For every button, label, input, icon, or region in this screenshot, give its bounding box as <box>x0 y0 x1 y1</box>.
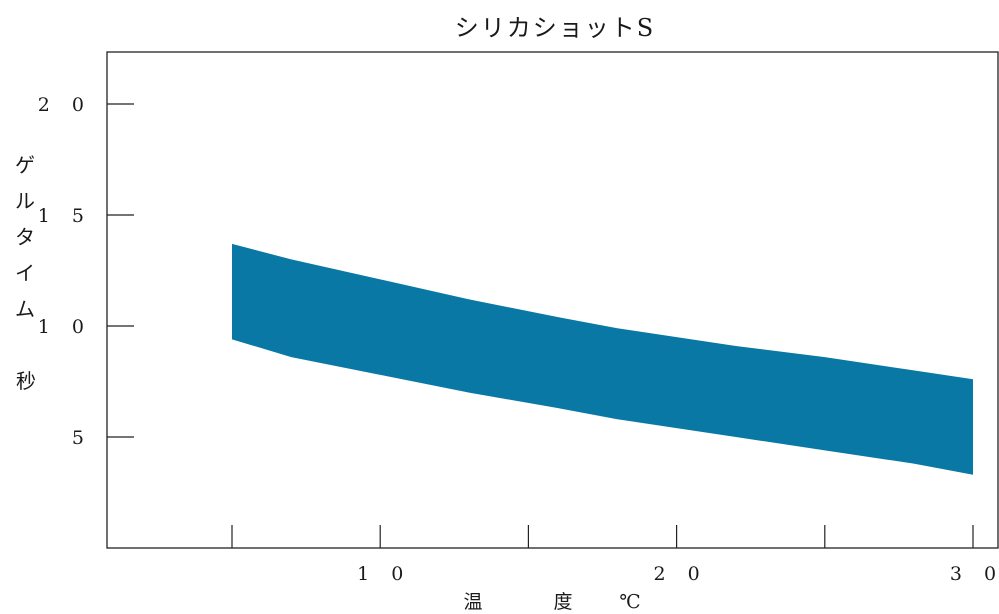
y-tick-label-5: 5 <box>72 427 92 449</box>
y-axis-label-char-2: ル <box>15 189 35 213</box>
x-axis-label-part-2: 度 <box>553 591 572 613</box>
y-tick-label-15: 1 5 <box>38 205 92 227</box>
chart-title: シリカショットS <box>455 14 655 42</box>
y-tick-label-10: 1 0 <box>38 316 92 338</box>
y-axis-label-char-1: ゲ <box>15 153 35 177</box>
y-axis-tick-labels: 5 1 0 1 5 2 0 <box>38 94 92 449</box>
y-axis-label-char-4: イ <box>15 261 35 285</box>
x-tick-label-30: 3 0 <box>950 563 999 585</box>
y-axis-label-char-5: ム <box>15 297 35 321</box>
y-axis-label-char-3: タ <box>15 225 35 249</box>
x-axis-tick-labels: 1 0 2 0 3 0 <box>357 563 999 585</box>
x-tick-label-10: 1 0 <box>357 563 411 585</box>
x-axis-label-part-1: 温 <box>463 591 482 613</box>
x-axis-label-part-3: ℃ <box>619 591 640 613</box>
x-axis-ticks <box>232 525 973 548</box>
y-axis-unit: 秒 <box>16 369 36 393</box>
y-tick-label-20: 2 0 <box>38 94 92 116</box>
y-axis-ticks <box>107 104 134 437</box>
gel-time-band <box>232 244 973 475</box>
x-tick-label-20: 2 0 <box>653 563 707 585</box>
